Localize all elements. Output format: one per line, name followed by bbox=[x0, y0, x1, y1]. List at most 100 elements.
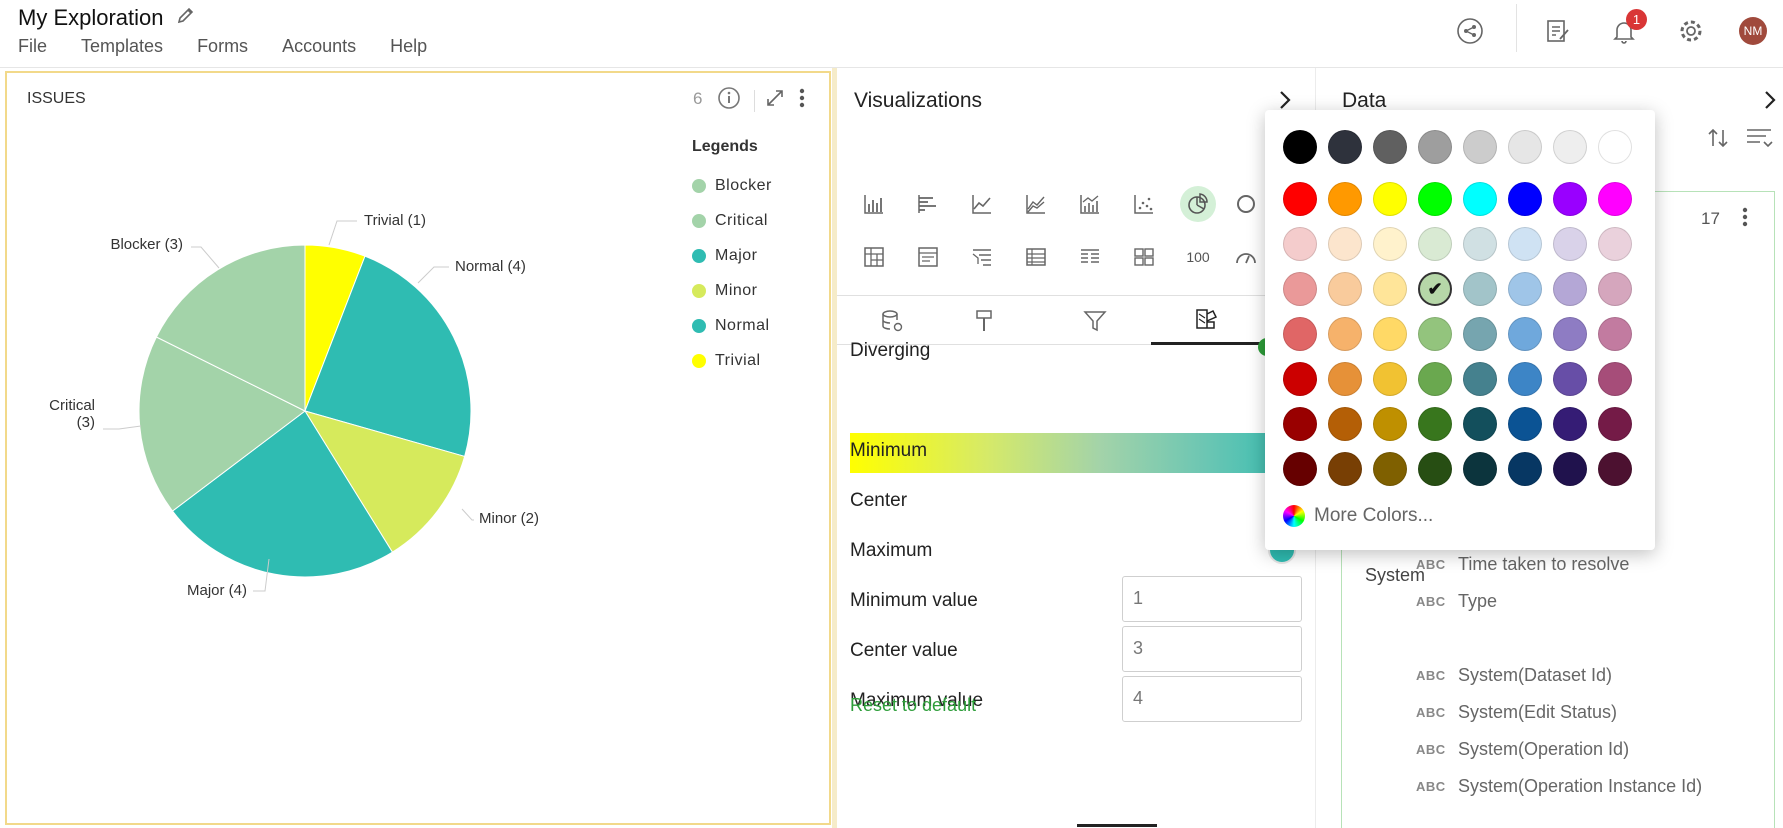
pie-chart-icon[interactable] bbox=[1180, 186, 1216, 222]
color-swatch-bf9000[interactable] bbox=[1373, 407, 1407, 441]
color-swatch-ffffff[interactable] bbox=[1598, 130, 1632, 164]
color-swatch-d9ead3[interactable] bbox=[1418, 227, 1452, 261]
settings-gear-icon[interactable] bbox=[1671, 11, 1711, 51]
filter-list-icon[interactable] bbox=[1744, 124, 1774, 150]
color-swatch-0c343d[interactable] bbox=[1463, 452, 1497, 486]
color-swatch-00ffff[interactable] bbox=[1463, 182, 1497, 216]
color-swatch-f1c232[interactable] bbox=[1373, 362, 1407, 396]
expand-icon[interactable] bbox=[765, 88, 785, 113]
field-time-taken-to-resolve[interactable]: ABC Time taken to resolve bbox=[1416, 554, 1629, 575]
color-swatch-274e13[interactable] bbox=[1418, 452, 1452, 486]
field-system-dataset-id[interactable]: ABC System(Dataset Id) bbox=[1416, 665, 1612, 686]
legend-item-blocker[interactable]: Blocker bbox=[692, 168, 772, 203]
donut-chart-icon[interactable] bbox=[1234, 186, 1262, 222]
color-swatch-6fa8dc[interactable] bbox=[1508, 317, 1542, 351]
color-swatch-f4cccc[interactable] bbox=[1283, 227, 1317, 261]
color-swatch-fff2cc[interactable] bbox=[1373, 227, 1407, 261]
tab-data-settings[interactable] bbox=[837, 296, 947, 345]
pie-slice-minor[interactable] bbox=[303, 410, 466, 553]
data-more-options-icon[interactable] bbox=[1740, 206, 1750, 233]
user-avatar[interactable]: NM bbox=[1739, 17, 1767, 45]
collapse-data-chevron-icon[interactable] bbox=[1762, 88, 1778, 117]
color-swatch-9900ff[interactable] bbox=[1553, 182, 1587, 216]
color-swatch-606060[interactable] bbox=[1373, 130, 1407, 164]
color-swatch-4c1130[interactable] bbox=[1598, 452, 1632, 486]
maximum-value-input[interactable]: 4 bbox=[1122, 676, 1302, 722]
color-swatch-d9d2e9[interactable] bbox=[1553, 227, 1587, 261]
filter-table-icon[interactable] bbox=[964, 239, 1000, 275]
tab-filter[interactable] bbox=[1040, 296, 1150, 345]
reset-to-default-link[interactable]: Reset to default bbox=[850, 695, 977, 715]
menu-help[interactable]: Help bbox=[390, 36, 428, 56]
color-swatch-d0e0e3[interactable] bbox=[1463, 227, 1497, 261]
summary-table-icon[interactable] bbox=[910, 239, 946, 275]
color-swatch-0b5394[interactable] bbox=[1508, 407, 1542, 441]
tab-color-scale[interactable] bbox=[1151, 296, 1261, 345]
field-system-operation-instance-id[interactable]: ABC System(Operation Instance Id) bbox=[1416, 776, 1702, 797]
center-value-input[interactable]: 3 bbox=[1122, 626, 1302, 672]
color-swatch-8e7cc3[interactable] bbox=[1553, 317, 1587, 351]
color-swatch-351c75[interactable] bbox=[1553, 407, 1587, 441]
menu-file[interactable]: File bbox=[18, 36, 48, 56]
info-icon[interactable] bbox=[717, 86, 741, 115]
number-kpi-icon[interactable]: 100 bbox=[1186, 249, 1210, 265]
menu-accounts[interactable]: Accounts bbox=[282, 36, 357, 56]
color-swatch-ffd966[interactable] bbox=[1373, 317, 1407, 351]
color-swatch-9fc5e8[interactable] bbox=[1508, 272, 1542, 306]
color-swatch-ead1dc[interactable] bbox=[1598, 227, 1632, 261]
tab-format-paint[interactable] bbox=[929, 296, 1039, 345]
color-swatch-fce5cd[interactable] bbox=[1328, 227, 1362, 261]
color-swatch-20124d[interactable] bbox=[1553, 452, 1587, 486]
field-type[interactable]: ABC Type bbox=[1416, 591, 1497, 612]
bar-chart-icon[interactable] bbox=[910, 186, 946, 222]
legend-item-critical[interactable]: Critical bbox=[692, 203, 772, 238]
color-swatch-741b47[interactable] bbox=[1598, 407, 1632, 441]
scatter-chart-icon[interactable] bbox=[1126, 186, 1162, 222]
area-chart-icon[interactable] bbox=[1018, 186, 1054, 222]
pie-slice-blocker[interactable] bbox=[155, 244, 306, 412]
sort-icon[interactable] bbox=[1706, 126, 1734, 150]
color-swatch-2e323c[interactable] bbox=[1328, 130, 1362, 164]
field-system-edit-status[interactable]: ABC System(Edit Status) bbox=[1416, 702, 1617, 723]
color-swatch-a64d79[interactable] bbox=[1598, 362, 1632, 396]
color-swatch-9e9e9e[interactable] bbox=[1418, 130, 1452, 164]
more-options-icon[interactable] bbox=[797, 87, 807, 114]
legend-item-trivial[interactable]: Trivial bbox=[692, 343, 772, 378]
color-swatch-ff0000[interactable] bbox=[1283, 182, 1317, 216]
edit-title-icon[interactable] bbox=[176, 5, 196, 31]
color-swatch-a2c4c9[interactable] bbox=[1463, 272, 1497, 306]
card-grid-icon[interactable] bbox=[1126, 239, 1162, 275]
color-swatch-eeeeee[interactable] bbox=[1553, 130, 1587, 164]
color-swatch-38761d[interactable] bbox=[1418, 407, 1452, 441]
color-swatch-e6e6e6[interactable] bbox=[1508, 130, 1542, 164]
column-chart-icon[interactable] bbox=[856, 186, 892, 222]
color-swatch-c27ba0[interactable] bbox=[1598, 317, 1632, 351]
color-swatch-073763[interactable] bbox=[1508, 452, 1542, 486]
color-swatch-f9cb9c[interactable] bbox=[1328, 272, 1362, 306]
color-swatch-cfe2f3[interactable] bbox=[1508, 227, 1542, 261]
color-swatch-cc0000[interactable] bbox=[1283, 362, 1317, 396]
more-colors-button[interactable]: More Colors... bbox=[1283, 505, 1433, 527]
panel-divider[interactable] bbox=[832, 68, 837, 828]
color-swatch-76a5af[interactable] bbox=[1463, 317, 1497, 351]
color-swatch-3d85c6[interactable] bbox=[1508, 362, 1542, 396]
color-swatch-93c47d[interactable] bbox=[1418, 317, 1452, 351]
field-group-system[interactable]: System bbox=[1365, 565, 1426, 585]
gauge-icon[interactable] bbox=[1234, 239, 1262, 275]
list-view-icon[interactable] bbox=[1072, 239, 1108, 275]
color-swatch-ea9999[interactable] bbox=[1283, 272, 1317, 306]
field-system-operation-id[interactable]: ABC System(Operation Id) bbox=[1416, 739, 1629, 760]
color-swatch-6aa84f[interactable] bbox=[1418, 362, 1452, 396]
pie-slice-major[interactable] bbox=[171, 410, 394, 578]
color-swatch-ffff00[interactable] bbox=[1373, 182, 1407, 216]
color-swatch-674ea7[interactable] bbox=[1553, 362, 1587, 396]
color-swatch-b45f06[interactable] bbox=[1328, 407, 1362, 441]
color-swatch-e69138[interactable] bbox=[1328, 362, 1362, 396]
pie-slice-normal[interactable] bbox=[304, 255, 472, 458]
line-chart-icon[interactable] bbox=[964, 186, 1000, 222]
color-swatch-ff00ff[interactable] bbox=[1598, 182, 1632, 216]
color-swatch-00ff00[interactable] bbox=[1418, 182, 1452, 216]
notes-icon[interactable] bbox=[1537, 11, 1577, 51]
color-swatch-e06666[interactable] bbox=[1283, 317, 1317, 351]
color-swatch-b6d7a8[interactable]: ✔ bbox=[1418, 272, 1452, 306]
